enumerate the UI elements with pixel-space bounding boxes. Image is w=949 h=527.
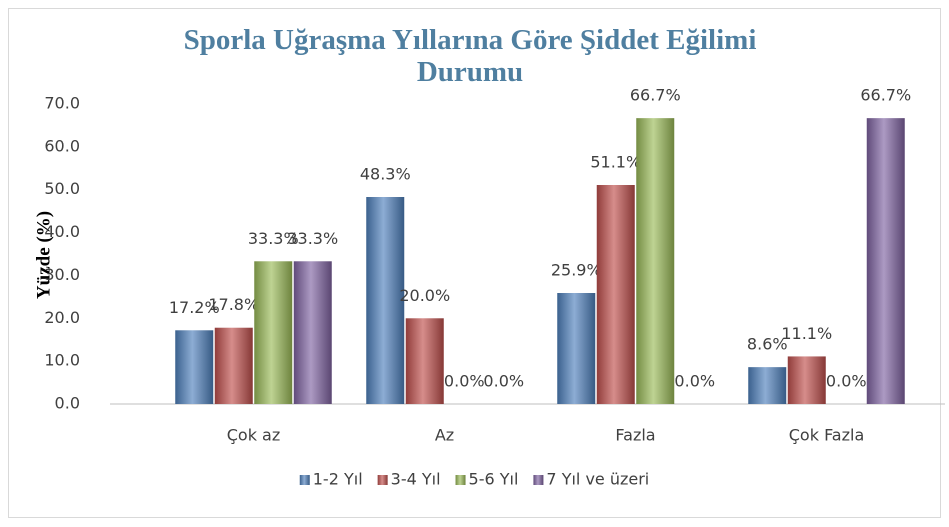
bar — [293, 261, 332, 404]
bar — [214, 327, 253, 404]
bar — [175, 330, 214, 404]
data-label: 20.0% — [399, 286, 450, 305]
data-label: 66.7% — [860, 86, 911, 105]
bar — [254, 261, 293, 404]
legend-label: 3-4 Yıl — [391, 470, 441, 489]
y-tick-label: 0.0 — [55, 394, 80, 413]
legend-swatch — [455, 475, 466, 485]
y-tick-label: 30.0 — [44, 265, 80, 284]
bar — [636, 118, 675, 405]
x-tick-label: Fazla — [615, 426, 655, 445]
data-label: 33.3% — [287, 229, 338, 248]
y-tick-label: 60.0 — [44, 136, 80, 155]
data-label: 51.1% — [590, 153, 641, 172]
x-tick-label: Az — [435, 426, 454, 445]
data-label: 33.3% — [248, 229, 299, 248]
bar — [866, 118, 905, 405]
data-label: 0.0% — [674, 372, 715, 391]
legend-swatch — [533, 475, 544, 485]
bar — [405, 318, 444, 404]
chart-title: Sporla Uğraşma Yıllarına Göre Şiddet Eği… — [183, 24, 757, 88]
bar — [787, 356, 826, 404]
data-label: 17.8% — [208, 295, 259, 314]
data-label: 11.1% — [781, 324, 832, 343]
bar — [748, 367, 787, 404]
data-label: 0.0% — [483, 372, 524, 391]
y-tick-label: 50.0 — [44, 179, 80, 198]
y-tick-label: 40.0 — [44, 222, 80, 241]
x-tick-label: Çok Fazla — [789, 426, 865, 445]
data-label: 66.7% — [630, 86, 681, 105]
data-label: 8.6% — [747, 335, 788, 354]
y-tick-label: 70.0 — [44, 94, 80, 113]
x-tick-label: Çok az — [227, 426, 281, 445]
bar — [366, 197, 405, 404]
data-label: 0.0% — [826, 372, 867, 391]
y-tick-label: 10.0 — [44, 351, 80, 370]
bar — [557, 293, 596, 404]
legend-label: 7 Yıl ve üzeri — [546, 470, 649, 489]
y-axis-label: Yüzde (%) — [33, 211, 54, 299]
data-label: 17.2% — [169, 298, 220, 317]
y-tick-label: 20.0 — [44, 308, 80, 327]
legend-swatch — [377, 475, 388, 485]
data-label: 25.9% — [551, 261, 602, 280]
legend-swatch — [299, 475, 310, 485]
chart-border — [8, 8, 941, 518]
data-label: 0.0% — [444, 372, 485, 391]
bar — [596, 185, 635, 404]
legend-label: 5-6 Yıl — [469, 470, 519, 489]
legend-label: 1-2 Yıl — [313, 470, 363, 489]
data-label: 48.3% — [360, 165, 411, 184]
